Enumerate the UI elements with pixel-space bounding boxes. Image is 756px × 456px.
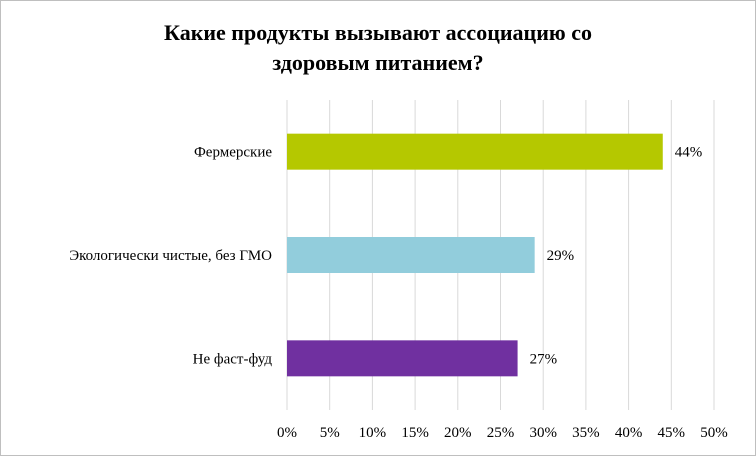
- category-label: Экологически чистые, без ГМО: [69, 248, 272, 264]
- x-tick-label: 20%: [444, 425, 472, 441]
- bar: [287, 133, 663, 170]
- x-tick-label: 5%: [320, 425, 340, 441]
- bars: [287, 133, 663, 377]
- data-label: 29%: [547, 248, 575, 264]
- x-axis-tick-labels: 0% 5% 10% 15% 20% 25% 30% 35% 40% 45% 50%: [277, 425, 728, 441]
- x-tick-label: 15%: [401, 425, 429, 441]
- bar: [287, 237, 535, 273]
- data-label: 27%: [530, 351, 558, 367]
- category-label: Фермерские: [194, 145, 272, 161]
- x-tick-label: 25%: [487, 425, 515, 441]
- x-tick-label: 30%: [529, 425, 557, 441]
- chart-title: Какие продукты вызывают ассоциацию со зд…: [0, 18, 756, 78]
- data-label: 44%: [675, 145, 703, 161]
- x-tick-label: 50%: [700, 425, 728, 441]
- data-labels: 44% 29% 27%: [530, 145, 703, 368]
- chart-title-line-2: здоровым питанием?: [272, 50, 484, 75]
- x-tick-label: 45%: [658, 425, 686, 441]
- chart-title-line-1: Какие продукты вызывают ассоциацию со: [164, 20, 592, 45]
- x-tick-label: 10%: [359, 425, 387, 441]
- bar: [287, 340, 518, 377]
- category-labels: Фермерские Экологически чистые, без ГМО Не…: [69, 145, 272, 368]
- x-tick-label: 0%: [277, 425, 297, 441]
- x-tick-label: 40%: [615, 425, 643, 441]
- category-label: Не фаст-фуд: [193, 351, 273, 367]
- x-tick-label: 35%: [572, 425, 600, 441]
